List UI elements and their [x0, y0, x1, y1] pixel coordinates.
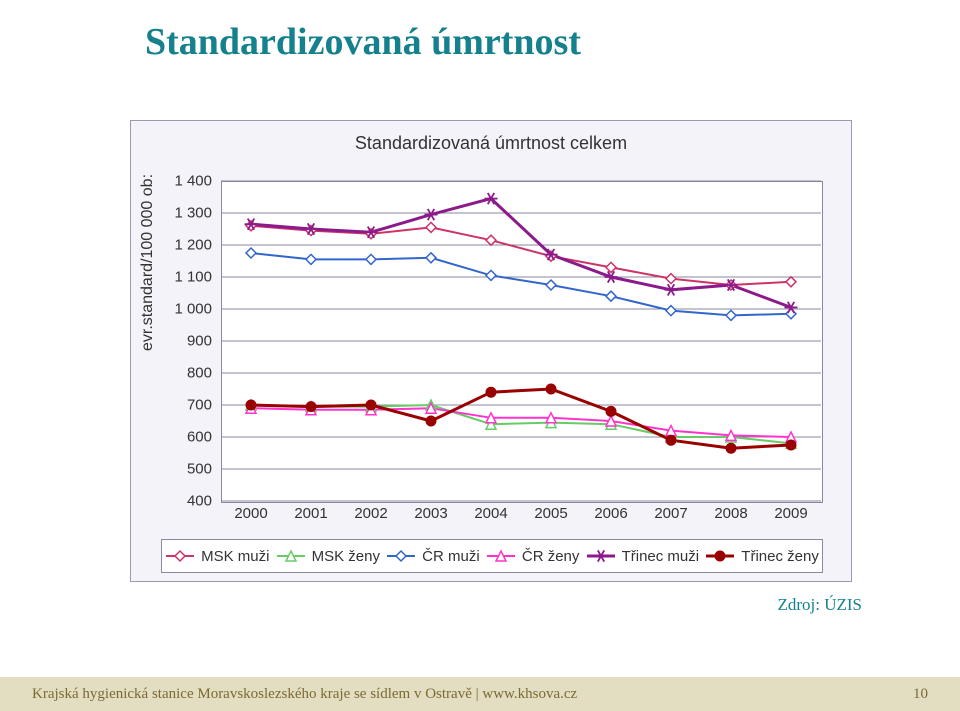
y-tick-labels: 4005006007008009001 0001 1001 2001 3001 … — [166, 181, 216, 501]
x-tick-label: 2006 — [594, 505, 627, 522]
y-tick-label: 1 000 — [174, 301, 212, 318]
x-tick-label: 2000 — [234, 505, 267, 522]
x-tick-label: 2004 — [474, 505, 507, 522]
x-tick-labels: 2000 2001 2002 2003 2004 2005 2006 2007 2008 2009 — [221, 505, 821, 529]
y-tick-label: 700 — [187, 397, 212, 414]
source-label: Zdroj: ÚZIS — [777, 595, 862, 615]
legend-item: ČR ženy — [486, 548, 580, 565]
footer-text: Krajská hygienická stanice Moravskoslezs… — [32, 686, 577, 703]
page-number: 10 — [913, 686, 928, 703]
x-tick-label: 2003 — [414, 505, 447, 522]
x-tick-label: 2002 — [354, 505, 387, 522]
chart-title: Standardizovaná úmrtnost celkem — [131, 133, 851, 154]
legend-item: Třinec ženy — [705, 548, 819, 565]
legend-label: MSK muži — [201, 548, 269, 565]
y-tick-label: 800 — [187, 365, 212, 382]
chart-panel: Standardizovaná úmrtnost celkem evr.stan… — [130, 120, 852, 582]
footer-bar: Krajská hygienická stanice Moravskoslezs… — [0, 677, 960, 711]
line-chart — [221, 181, 821, 501]
y-tick-label: 1 400 — [174, 173, 212, 190]
y-tick-label: 900 — [187, 333, 212, 350]
legend-item: MSK muži — [165, 548, 269, 565]
x-tick-label: 2005 — [534, 505, 567, 522]
legend-item: ČR muži — [386, 548, 480, 565]
y-tick-label: 1 100 — [174, 269, 212, 286]
y-axis-label: evr.standard/100 000 ob: — [139, 174, 157, 351]
legend-label: Třinec ženy — [741, 548, 819, 565]
legend-item: Třinec muži — [586, 548, 700, 565]
legend-label: Třinec muži — [622, 548, 700, 565]
x-tick-label: 2008 — [714, 505, 747, 522]
x-tick-label: 2001 — [294, 505, 327, 522]
legend-label: ČR ženy — [522, 548, 580, 565]
y-tick-label: 400 — [187, 493, 212, 510]
y-tick-label: 500 — [187, 461, 212, 478]
legend-item: MSK ženy — [276, 548, 380, 565]
y-tick-label: 1 300 — [174, 205, 212, 222]
x-tick-label: 2007 — [654, 505, 687, 522]
legend: MSK muži MSK ženy ČR muži ČR ženy Třinec muž… — [161, 539, 823, 573]
page-title: Standardizovaná úmrtnost — [0, 0, 960, 74]
x-tick-label: 2009 — [774, 505, 807, 522]
y-tick-label: 600 — [187, 429, 212, 446]
legend-label: ČR muži — [422, 548, 480, 565]
legend-label: MSK ženy — [312, 548, 380, 565]
y-tick-label: 1 200 — [174, 237, 212, 254]
